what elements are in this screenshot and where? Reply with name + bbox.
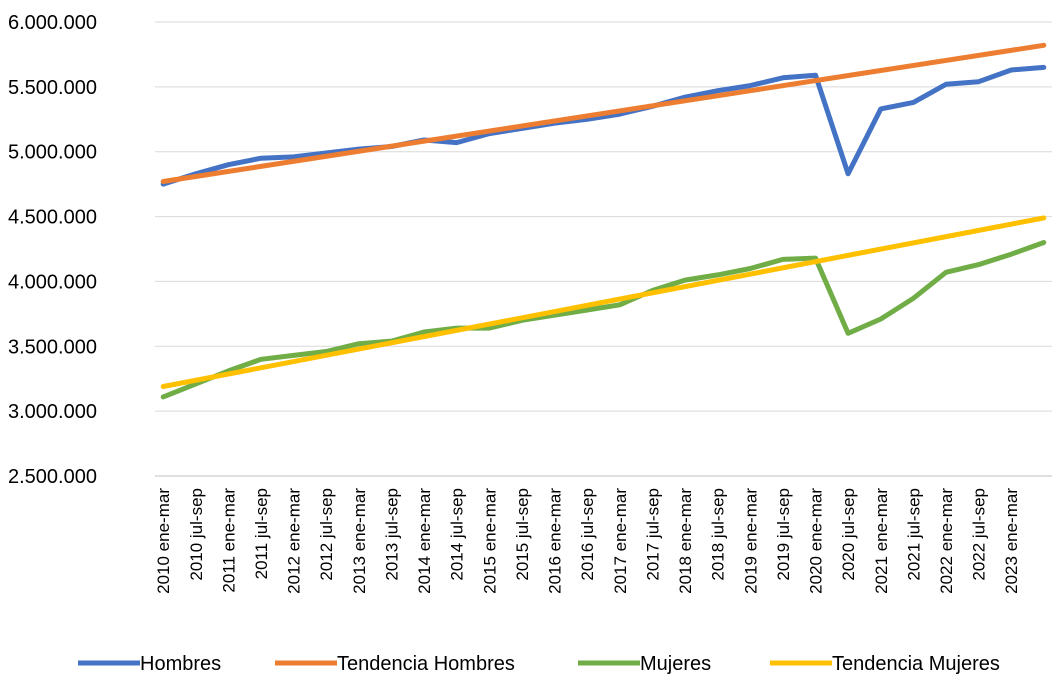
y-axis-tick-labels: 6.000.000 5.500.000 5.000.000 4.500.000 4.00… — [8, 12, 97, 488]
x-tick-label: 2016 ene-mar — [546, 488, 565, 594]
x-tick-label: 2013 ene-mar — [350, 488, 369, 594]
x-tick-label: 2010 ene-mar — [154, 488, 173, 594]
x-tick-label: 2011 ene-mar — [219, 488, 238, 593]
gridlines — [155, 21, 1052, 477]
legend-label: Mujeres — [640, 653, 711, 675]
x-tick-label: 2022 jul-sep — [970, 488, 989, 581]
x-tick-label: 2017 ene-mar — [611, 488, 630, 594]
y-tick-label: 2.500.000 — [8, 466, 97, 488]
series-line-tendencia-mujeres — [160, 215, 1047, 389]
x-axis-tick-labels: 2010 ene-mar 2010 jul-sep 2011 ene-mar 2011… — [154, 488, 1021, 594]
x-tick-label: 2019 jul-sep — [774, 488, 793, 581]
x-tick-label: 2014 ene-mar — [415, 488, 434, 594]
x-tick-label: 2021 ene-mar — [872, 488, 891, 594]
x-tick-label: 2019 ene-mar — [741, 488, 760, 594]
series-line-tendencia-hombres — [160, 42, 1047, 184]
y-tick-label: 3.000.000 — [8, 401, 97, 423]
series-line-hombres — [160, 64, 1047, 187]
x-tick-label: 2010 jul-sep — [187, 488, 206, 581]
x-tick-label: 2021 jul-sep — [904, 488, 923, 581]
y-tick-label: 5.500.000 — [8, 77, 97, 99]
x-tick-label: 2016 jul-sep — [578, 488, 597, 581]
legend-label: Hombres — [140, 653, 221, 675]
y-tick-label: 4.500.000 — [8, 207, 97, 229]
x-tick-label: 2020 ene-mar — [807, 488, 826, 594]
x-tick-label: 2017 jul-sep — [643, 488, 662, 581]
y-tick-label: 5.000.000 — [8, 142, 97, 164]
y-tick-label: 6.000.000 — [8, 12, 97, 34]
x-tick-label: 2012 jul-sep — [317, 488, 336, 581]
x-tick-label: 2013 jul-sep — [382, 488, 401, 581]
y-tick-label: 3.500.000 — [8, 336, 97, 358]
x-tick-label: 2020 jul-sep — [839, 488, 858, 581]
x-tick-label: 2011 jul-sep — [252, 488, 271, 579]
x-tick-label: 2015 jul-sep — [513, 488, 532, 581]
x-tick-label: 2018 jul-sep — [709, 488, 728, 581]
series-lines — [160, 42, 1047, 400]
y-tick-label: 4.000.000 — [8, 271, 97, 293]
x-tick-label: 2022 ene-mar — [937, 488, 956, 594]
x-tick-label: 2015 ene-mar — [480, 488, 499, 594]
x-tick-label: 2023 ene-mar — [1002, 488, 1021, 594]
x-tick-label: 2012 ene-mar — [285, 488, 304, 594]
legend-label: Tendencia Mujeres — [832, 653, 1000, 675]
legend-label: Tendencia Hombres — [337, 653, 515, 675]
x-tick-label: 2014 jul-sep — [448, 488, 467, 581]
series-line-mujeres — [160, 240, 1047, 400]
x-tick-label: 2018 ene-mar — [676, 488, 695, 594]
legend: Hombres Tendencia Hombres Mujeres Tendencia… — [78, 653, 1000, 675]
